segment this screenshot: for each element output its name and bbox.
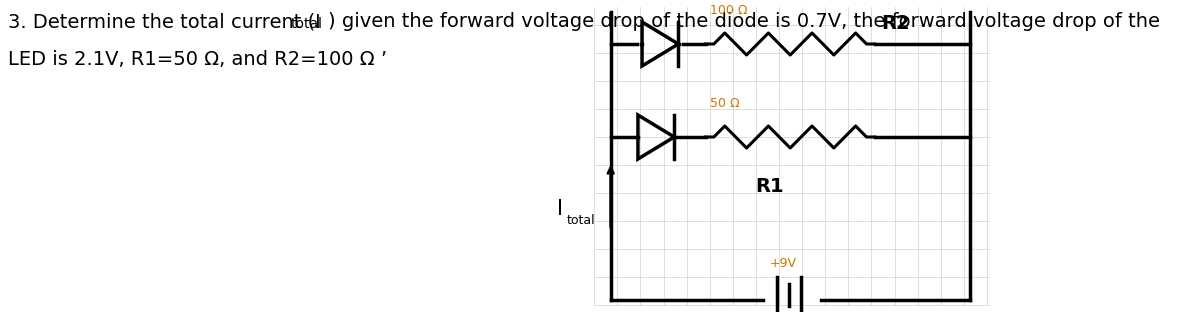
Text: R1: R1	[755, 177, 784, 196]
Text: LED is 2.1V, R1=50 Ω, and R2=100 Ω ’: LED is 2.1V, R1=50 Ω, and R2=100 Ω ’	[8, 50, 388, 69]
Text: 100 Ω: 100 Ω	[709, 4, 748, 17]
Text: 50 Ω: 50 Ω	[709, 97, 739, 110]
Text: 3. Determine the total current (I: 3. Determine the total current (I	[8, 12, 322, 31]
Text: total: total	[290, 17, 323, 31]
Text: ) given the forward voltage drop of the diode is 0.7V, the forward voltage drop : ) given the forward voltage drop of the …	[328, 12, 1159, 31]
Text: total: total	[566, 215, 595, 227]
Text: +9V: +9V	[769, 257, 796, 270]
Text: R2: R2	[881, 14, 910, 33]
Text: I: I	[557, 199, 563, 219]
